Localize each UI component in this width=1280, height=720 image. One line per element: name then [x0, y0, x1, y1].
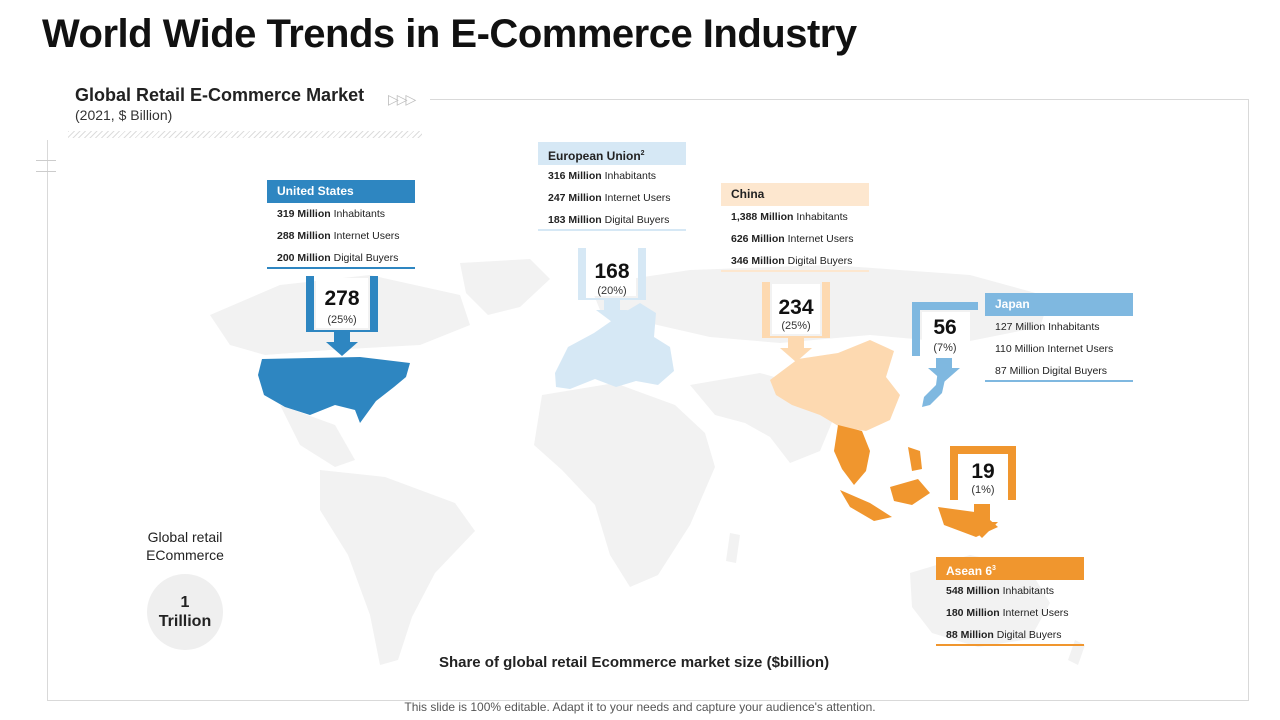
info-row-label: Inhabitants	[1002, 585, 1054, 597]
info-row-value: 200 Million	[277, 252, 331, 264]
chart-subtitle: Global Retail E-Commerce Market	[75, 85, 365, 105]
tag-value: 56	[933, 316, 957, 339]
info-row: 319 Million Inhabitants	[267, 203, 415, 225]
info-row: 548 Million Inhabitants	[936, 580, 1084, 602]
value-tag-eu: 168 (20%)	[578, 248, 646, 322]
info-row-label: Digital Buyers	[333, 252, 399, 264]
info-row-label: Digital Buyers	[604, 214, 670, 226]
chart-subtitle-note: (2021, $ Billion)	[75, 107, 173, 123]
info-card-china: China 1,388 Million Inhabitants 626 Mill…	[721, 183, 869, 272]
info-card-header: China	[721, 183, 869, 206]
info-row-label: Inhabitants	[333, 208, 385, 220]
arrow-decoration-icon: ▷▷▷	[388, 91, 416, 107]
info-card-asean: Asean 63 548 Million Inhabitants 180 Mil…	[936, 557, 1084, 646]
info-row-label: Digital Buyers	[787, 255, 853, 267]
map-region-us	[258, 357, 410, 423]
frame-cover	[40, 80, 430, 140]
decorative-lines	[36, 160, 56, 172]
info-row-label: Internet Users	[604, 192, 671, 204]
info-row-value: 626 Million	[731, 233, 785, 245]
tag-share: (1%)	[971, 484, 995, 496]
map-region-eu	[555, 303, 674, 389]
info-row-value: 548 Million	[946, 585, 1000, 597]
global-label-line: Global retail	[147, 529, 223, 545]
info-card-header: European Union2	[538, 142, 686, 165]
hatch-divider	[68, 131, 422, 138]
info-card-header: United States	[267, 180, 415, 203]
info-row: 180 Million Internet Users	[936, 602, 1084, 624]
info-row: 346 Million Digital Buyers	[721, 250, 869, 272]
page-title: World Wide Trends in E-Commerce Industry	[42, 12, 857, 56]
tag-share: (25%)	[327, 314, 357, 326]
info-row-value: 316 Million	[548, 170, 602, 182]
info-row: 626 Million Internet Users	[721, 228, 869, 250]
tag-share: (25%)	[781, 320, 811, 332]
info-row-value: 183 Million	[548, 214, 602, 226]
info-card-footnote: 3	[992, 565, 996, 572]
info-row: 247 Million Internet Users	[538, 187, 686, 209]
value-tag-china: 234 (25%)	[762, 282, 830, 362]
info-row: 110 Million Internet Users	[985, 338, 1133, 360]
info-row: 183 Million Digital Buyers	[538, 209, 686, 231]
tag-value: 278	[324, 287, 360, 310]
map-region-japan	[922, 370, 946, 407]
info-card-us: United States 319 Million Inhabitants 28…	[267, 180, 415, 269]
value-tag-asean: 19 (1%)	[950, 446, 1016, 540]
info-row-value: 1,388 Million	[731, 211, 794, 223]
info-row-label: Internet Users	[787, 233, 854, 245]
map-region-china	[770, 340, 900, 431]
info-row: 88 Million Digital Buyers	[936, 624, 1084, 646]
info-card-footnote: 2	[640, 150, 645, 157]
info-row-label: 87 Million Digital Buyers	[995, 365, 1108, 377]
info-row-value: 319 Million	[277, 208, 331, 220]
info-row-label: Digital Buyers	[996, 629, 1062, 641]
info-row-label: Inhabitants	[604, 170, 656, 182]
share-caption: Share of global retail Ecommerce market …	[438, 654, 830, 671]
tag-share: (7%)	[933, 342, 957, 354]
value-tag-us: 278 (25%)	[306, 276, 378, 356]
info-row: 316 Million Inhabitants	[538, 165, 686, 187]
tag-arrow-icon	[578, 248, 646, 322]
info-row: 1,388 Million Inhabitants	[721, 206, 869, 228]
tag-value: 19	[971, 460, 995, 483]
info-row-value: 346 Million	[731, 255, 785, 267]
global-value-unit: Trillion	[158, 613, 212, 630]
info-row-value: 180 Million	[946, 607, 1000, 619]
info-row-value: 88 Million	[946, 629, 994, 641]
info-row-value: 288 Million	[277, 230, 331, 242]
global-value-number: 1	[180, 594, 190, 611]
info-card-header: Asean 63	[936, 557, 1084, 580]
info-row-label: 110 Million Internet Users	[995, 343, 1114, 355]
tag-arrow-icon	[912, 302, 978, 382]
tag-value: 234	[778, 296, 814, 319]
value-tag-japan: 56 (7%)	[912, 302, 978, 382]
info-row: 288 Million Internet Users	[267, 225, 415, 247]
info-card-title: European Union	[548, 149, 641, 163]
info-card-header: Japan	[985, 293, 1133, 316]
tag-arrow-icon	[950, 446, 1016, 538]
info-row: 200 Million Digital Buyers	[267, 247, 415, 269]
info-card-eu: European Union2 316 Million Inhabitants …	[538, 142, 686, 231]
tag-share: (20%)	[597, 285, 627, 297]
info-row: 87 Million Digital Buyers	[985, 360, 1133, 382]
info-row-value: 247 Million	[548, 192, 602, 204]
info-row-label: 127 Million Inhabitants	[995, 321, 1100, 333]
info-row: 127 Million Inhabitants	[985, 316, 1133, 338]
info-row-label: Inhabitants	[796, 211, 848, 223]
info-card-japan: Japan 127 Million Inhabitants 110 Millio…	[985, 293, 1133, 382]
info-row-label: Internet Users	[1002, 607, 1069, 619]
tag-arrow-icon	[306, 276, 378, 356]
global-label-line: ECommerce	[146, 547, 224, 563]
tag-arrow-icon	[762, 282, 830, 362]
content-frame	[47, 99, 1249, 701]
info-card-title: Asean 6	[946, 564, 993, 578]
tag-value: 168	[594, 260, 630, 283]
footer-note: This slide is 100% editable. Adapt it to…	[404, 700, 876, 714]
info-row-label: Internet Users	[333, 230, 400, 242]
global-retail-label: Global retail ECommerce	[125, 528, 245, 564]
global-retail-value: 1 Trillion	[147, 574, 223, 650]
